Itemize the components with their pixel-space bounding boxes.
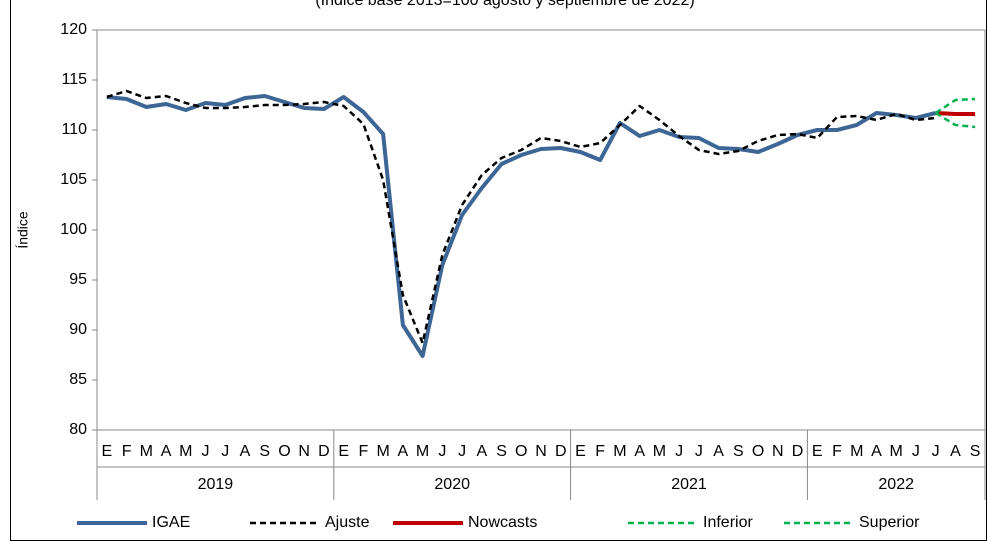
line-series — [106, 94, 937, 358]
x-tick-label: M — [376, 443, 389, 460]
x-tick-label: A — [871, 443, 882, 460]
x-tick-label: N — [535, 443, 547, 460]
x-tick-label: A — [398, 443, 409, 460]
legend-label: Ajuste — [325, 514, 370, 531]
y-axis-label: Índice — [15, 211, 31, 249]
y-tick-label: 100 — [60, 221, 87, 238]
x-tick-label: J — [438, 443, 446, 460]
x-tick-label: F — [122, 443, 132, 460]
line-series — [934, 97, 976, 115]
x-tick-label: J — [221, 443, 229, 460]
x-tick-label: J — [202, 443, 210, 460]
x-tick-label: S — [259, 443, 270, 460]
x-tick-label: S — [970, 443, 981, 460]
x-tick-label: M — [613, 443, 626, 460]
x-tick-label: O — [752, 443, 764, 460]
legend-label: Superior — [859, 514, 920, 531]
x-tick-label: O — [515, 443, 527, 460]
x-tick-label: A — [634, 443, 645, 460]
x-tick-label: J — [695, 443, 703, 460]
x-tick-label: J — [932, 443, 940, 460]
year-label: 2019 — [198, 476, 234, 493]
y-tick-label: 80 — [69, 421, 87, 438]
x-tick-label: D — [318, 443, 330, 460]
legend-label: Inferior — [703, 514, 753, 531]
y-tick-label: 90 — [69, 321, 87, 338]
x-tick-label: M — [179, 443, 192, 460]
line-series — [935, 111, 976, 116]
x-tick-label: M — [890, 443, 903, 460]
legend-label: Nowcasts — [468, 514, 537, 531]
x-tick-label: E — [338, 443, 349, 460]
y-tick-label: 85 — [69, 371, 87, 388]
y-tick-label: 120 — [60, 21, 87, 38]
year-label: 2021 — [671, 476, 707, 493]
y-tick-label: 105 — [60, 171, 87, 188]
x-tick-label: N — [772, 443, 784, 460]
plot-area — [96, 29, 986, 431]
x-tick-label: E — [102, 443, 113, 460]
year-label: 2020 — [434, 476, 470, 493]
chart-subtitle: (Índice base 2013=100 agosto y septiembr… — [315, 0, 694, 9]
x-tick-label: E — [575, 443, 586, 460]
x-tick-label: M — [416, 443, 429, 460]
year-label: 2022 — [878, 476, 914, 493]
x-tick-label: E — [812, 443, 823, 460]
x-tick-label: F — [359, 443, 369, 460]
x-tick-label: J — [458, 443, 466, 460]
x-tick-label: J — [675, 443, 683, 460]
x-tick-label: M — [653, 443, 666, 460]
x-tick-label: A — [161, 443, 172, 460]
x-tick-label: M — [140, 443, 153, 460]
x-tick-label: F — [832, 443, 842, 460]
x-tick-label: A — [240, 443, 251, 460]
line-series — [106, 89, 936, 345]
x-tick-label: A — [713, 443, 724, 460]
x-tick-label: J — [912, 443, 920, 460]
x-tick-label: A — [476, 443, 487, 460]
y-tick-label: 110 — [61, 121, 87, 138]
x-tick-label: S — [733, 443, 744, 460]
legend-label: IGAE — [152, 514, 190, 531]
y-tick-label: 115 — [61, 71, 87, 88]
x-tick-label: O — [278, 443, 290, 460]
x-tick-label: D — [792, 443, 804, 460]
x-tick-label: S — [496, 443, 507, 460]
x-tick-label: D — [555, 443, 567, 460]
line-series — [935, 111, 976, 129]
y-tick-label: 95 — [69, 271, 87, 288]
x-tick-label: N — [298, 443, 310, 460]
x-tick-label: F — [595, 443, 605, 460]
x-tick-label: M — [850, 443, 863, 460]
x-tick-label: A — [950, 443, 961, 460]
